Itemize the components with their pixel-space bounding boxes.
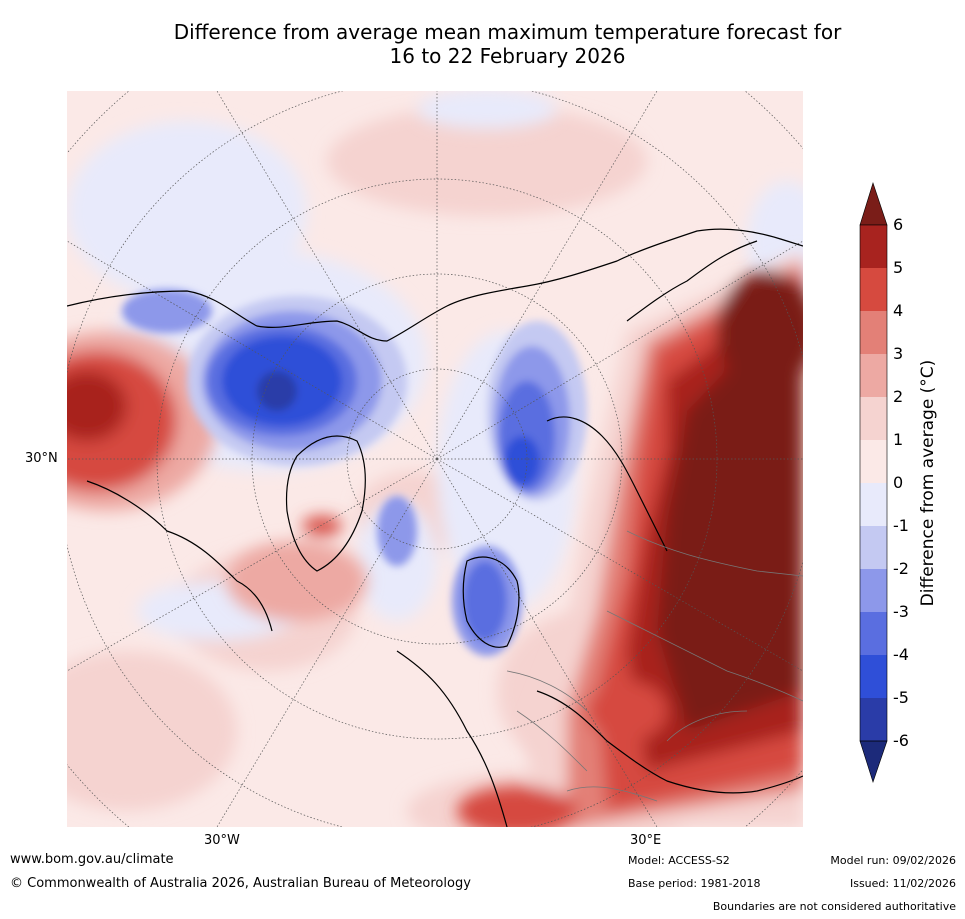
issued-date: Issued: 11/02/2026 — [849, 877, 956, 890]
map-canvas — [67, 91, 803, 827]
colorbar-tick: -2 — [893, 559, 909, 578]
colorbar-segment-2to3 — [860, 354, 887, 397]
longitude-label-30e: 30°E — [630, 833, 662, 848]
colorbar-segment-5to6 — [860, 225, 887, 268]
latitude-label-30n: 30°N — [25, 451, 58, 466]
colorbar-tick: 1 — [893, 430, 904, 449]
anomaly-cold-greenland — [122, 289, 407, 466]
title-line-2: 16 to 22 February 2026 — [389, 44, 626, 68]
copyright-notice: © Commonwealth of Australia 2026, Austra… — [10, 876, 471, 891]
forecast-map — [67, 91, 803, 827]
colorbar-tick: -5 — [893, 688, 909, 707]
colorbar-segment-m6tom5 — [860, 698, 887, 741]
colorbar-tick: 6 — [893, 215, 904, 234]
model-info: Model: ACCESS-S2 — [628, 854, 730, 867]
title-line-1: Difference from average mean maximum tem… — [173, 20, 842, 44]
colorbar-outline — [859, 224, 888, 742]
colorbar-segment-m4tom3 — [860, 612, 887, 655]
colorbar-upper-arrow — [859, 182, 888, 226]
colorbar-segment-m2tom1 — [860, 526, 887, 569]
colorbar-segment-0to1 — [860, 440, 887, 483]
colorbar-label: Difference from average (°C) — [918, 359, 938, 607]
base-period: Base period: 1981-2018 — [628, 877, 761, 890]
website-link[interactable]: www.bom.gov.au/climate — [10, 852, 174, 867]
colorbar-tick: -1 — [893, 516, 909, 535]
map-title: Difference from average mean maximum tem… — [0, 20, 965, 68]
colorbar-tick: 0 — [893, 473, 904, 492]
colorbar-tick: -4 — [893, 645, 909, 664]
anomaly-cold-scandinavia — [377, 321, 587, 656]
colorbar-tick: 4 — [893, 301, 904, 320]
boundaries-disclaimer: Boundaries are not considered authoritat… — [712, 900, 956, 913]
colorbar-segment-1to2 — [860, 397, 887, 440]
anomaly-warm-east — [457, 251, 803, 827]
colorbar-tick: -3 — [893, 602, 909, 621]
colorbar-lower-arrow — [859, 740, 888, 783]
colorbar-segment-m3tom2 — [860, 569, 887, 612]
coastlines — [67, 228, 803, 827]
model-run-date: Model run: 09/02/2026 — [830, 854, 956, 867]
colorbar-tick: 2 — [893, 387, 904, 406]
colorbar-segment-m5tom4 — [860, 655, 887, 698]
longitude-label-30w: 30°W — [204, 833, 240, 848]
country-borders — [506, 530, 803, 802]
colorbar-tick: -6 — [893, 731, 909, 750]
colorbar-segment-4to5 — [860, 268, 887, 311]
colorbar-segment-m1to0 — [860, 483, 887, 526]
colorbar-segment-3to4 — [860, 311, 887, 354]
colorbar-tick: 5 — [893, 258, 904, 277]
colorbar-tick: 3 — [893, 344, 904, 363]
